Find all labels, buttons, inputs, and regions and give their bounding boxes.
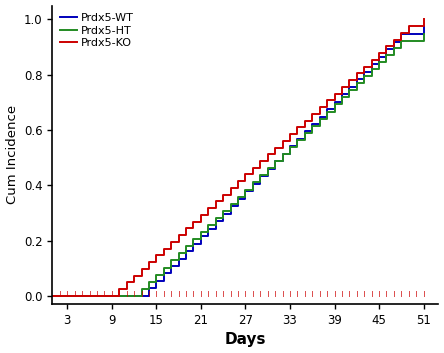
Prdx5-HT xyxy=(280,159,285,163)
Prdx5-HT xyxy=(421,31,426,36)
Prdx5-WT xyxy=(384,47,389,52)
Prdx5-KO xyxy=(421,17,426,22)
Prdx5-WT xyxy=(228,204,233,208)
Prdx5-HT xyxy=(309,124,315,128)
Prdx5-HT xyxy=(228,202,233,206)
Prdx5-HT xyxy=(421,31,426,36)
Prdx5-KO xyxy=(250,172,256,176)
Prdx5-KO xyxy=(265,159,270,163)
Prdx5-KO xyxy=(50,294,55,298)
Prdx5-KO xyxy=(347,85,352,89)
Prdx5-HT xyxy=(161,273,166,277)
X-axis label: Days: Days xyxy=(225,333,266,347)
Prdx5-HT xyxy=(317,116,322,121)
Prdx5-WT xyxy=(198,241,204,246)
Line: Prdx5-HT: Prdx5-HT xyxy=(52,34,424,296)
Prdx5-WT xyxy=(50,294,55,298)
Prdx5-KO xyxy=(117,294,122,298)
Y-axis label: Cum Incidence: Cum Incidence xyxy=(6,105,19,204)
Prdx5-HT xyxy=(50,294,55,298)
Legend: Prdx5-WT, Prdx5-HT, Prdx5-KO: Prdx5-WT, Prdx5-HT, Prdx5-KO xyxy=(58,11,136,50)
Prdx5-WT xyxy=(287,144,293,149)
Prdx5-WT xyxy=(198,234,204,238)
Prdx5-WT xyxy=(421,25,426,29)
Line: Prdx5-WT: Prdx5-WT xyxy=(52,27,424,296)
Line: Prdx5-KO: Prdx5-KO xyxy=(52,19,424,296)
Prdx5-KO xyxy=(361,71,367,76)
Prdx5-WT xyxy=(421,25,426,29)
Prdx5-KO xyxy=(131,280,137,285)
Prdx5-KO xyxy=(421,17,426,22)
Prdx5-HT xyxy=(354,81,360,85)
Prdx5-WT xyxy=(295,144,300,149)
